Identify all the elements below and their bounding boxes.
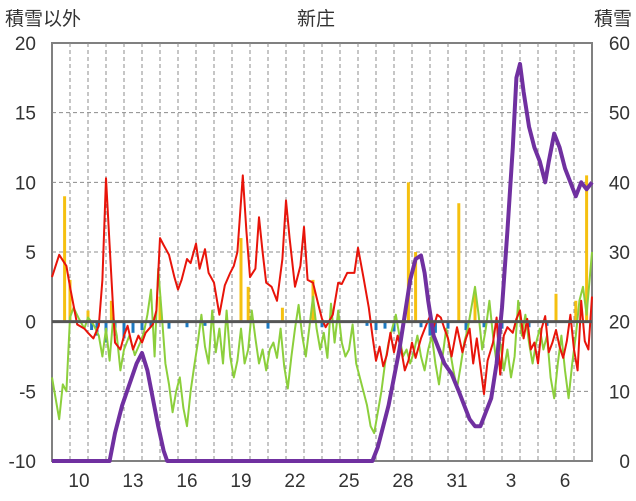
y-tick-right: 0 xyxy=(619,452,630,473)
bar-blue xyxy=(383,321,387,329)
bar-yellow xyxy=(414,252,418,322)
y-ticks-right: 60 50 40 30 20 10 0 xyxy=(609,34,630,473)
bar-blue xyxy=(419,321,423,328)
bar-yellow xyxy=(109,300,113,322)
bar-blue xyxy=(446,321,450,329)
x-tick: 3 xyxy=(506,471,517,492)
bar-yellow xyxy=(68,279,72,322)
x-tick: 28 xyxy=(392,471,413,492)
x-tick: 13 xyxy=(122,471,143,492)
bar-blue xyxy=(149,321,153,328)
bar-yellow xyxy=(473,293,477,322)
bar-blue xyxy=(266,321,270,329)
lines xyxy=(51,61,594,463)
bar-yellow xyxy=(246,286,250,322)
bar-blue xyxy=(392,321,396,332)
bar-blue xyxy=(140,321,144,331)
bar-blue xyxy=(433,321,437,333)
series-line-red xyxy=(51,174,593,396)
bar-yellow xyxy=(158,296,162,322)
bar-yellow xyxy=(574,300,578,322)
y-tick-right: 20 xyxy=(609,313,630,334)
y-tick-left: 0 xyxy=(25,313,36,334)
y-tick-right: 50 xyxy=(609,104,630,125)
y-axis-label-left: 積雪以外 xyxy=(5,8,81,30)
y-tick-right: 10 xyxy=(609,382,630,403)
bar-blue xyxy=(428,321,432,336)
y-tick-left: 20 xyxy=(15,34,36,55)
bar-yellow xyxy=(406,182,410,322)
bar-blue xyxy=(482,321,486,328)
bar-yellow xyxy=(585,175,589,322)
x-ticks: 10 13 16 19 22 25 28 31 3 6 xyxy=(68,471,570,492)
bar-blue xyxy=(527,321,531,328)
x-tick: 10 xyxy=(68,471,89,492)
bar-yellow xyxy=(86,310,90,322)
y-tick-left: 5 xyxy=(25,243,36,264)
series-line-purple xyxy=(52,61,594,463)
y-tick-left: 10 xyxy=(15,173,36,194)
y-tick-right: 40 xyxy=(609,173,630,194)
bar-blue xyxy=(320,321,324,328)
x-tick: 22 xyxy=(284,471,305,492)
chart-title: 新庄 xyxy=(297,8,335,30)
y-tick-left: -10 xyxy=(9,452,36,473)
bar-blue xyxy=(185,321,189,328)
bar-yellow xyxy=(239,238,243,322)
y-tick-right: 60 xyxy=(609,34,630,55)
bar-blue xyxy=(464,321,468,331)
x-tick: 16 xyxy=(176,471,197,492)
y-tick-left: -5 xyxy=(19,382,36,403)
x-tick: 31 xyxy=(446,471,467,492)
bar-yellow xyxy=(63,196,67,322)
bar-blue xyxy=(545,321,549,326)
bar-yellow xyxy=(280,307,284,322)
y-tick-left: 15 xyxy=(15,104,36,125)
bar-blue xyxy=(90,321,94,331)
grid xyxy=(52,43,592,461)
bar-blue xyxy=(122,321,126,339)
bar-yellow xyxy=(554,293,558,322)
y-axis-label-right: 積雪 xyxy=(594,8,632,30)
bar-blue xyxy=(203,321,207,326)
bar-yellow xyxy=(457,203,461,322)
y-ticks-left: 20 15 10 5 0 -5 -10 xyxy=(9,34,36,473)
bar-blue xyxy=(131,321,135,333)
bar-blue xyxy=(365,321,369,326)
x-tick: 25 xyxy=(338,471,359,492)
x-tick: 6 xyxy=(560,471,571,492)
y-tick-right: 30 xyxy=(609,243,630,264)
x-tick: 19 xyxy=(230,471,251,492)
series-line-green xyxy=(51,251,593,435)
bar-blue xyxy=(374,321,378,331)
bar-blue xyxy=(167,321,171,329)
